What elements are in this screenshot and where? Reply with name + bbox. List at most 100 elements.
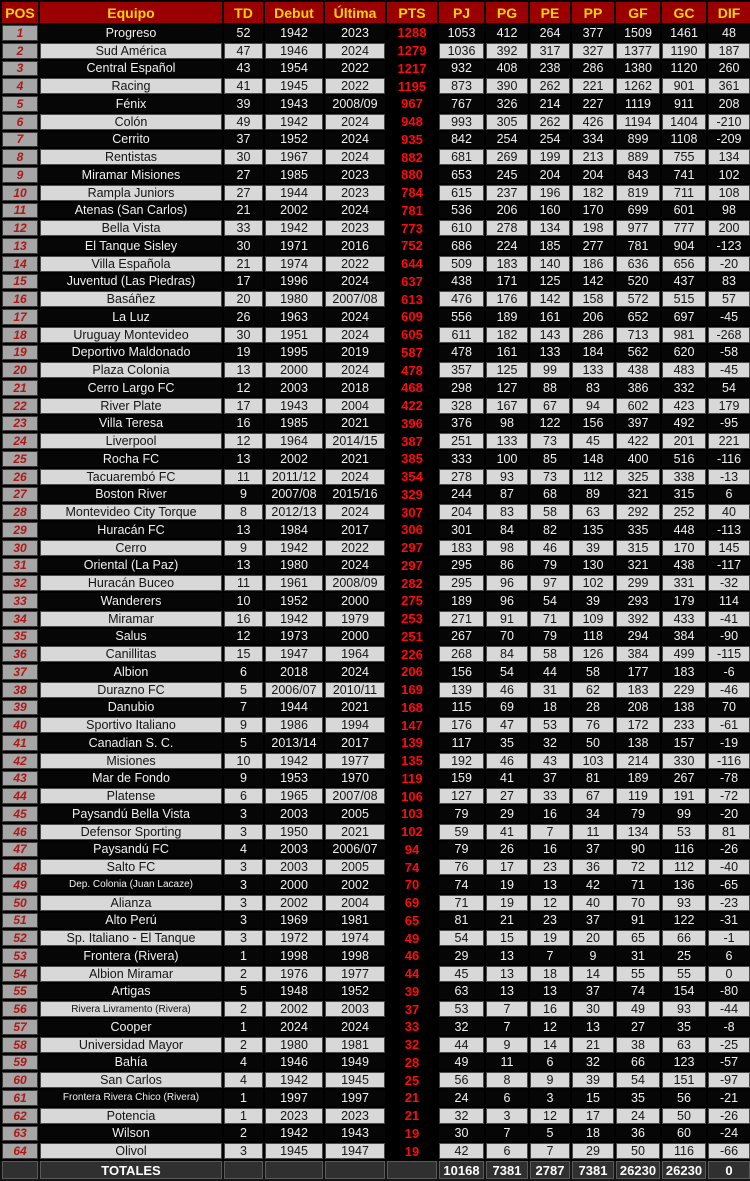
cell-gf: 134	[614, 821, 662, 842]
totals-cell-pp: 7381	[570, 1159, 616, 1181]
cell-debut: 1964	[263, 431, 325, 451]
cell-pp: 204	[570, 165, 616, 185]
cell-gc: 697	[660, 307, 708, 327]
cell-pp: 81	[570, 768, 616, 789]
cell-pe: 16	[528, 839, 572, 860]
cell-pg: 27	[484, 786, 530, 806]
cell-gf: 38	[614, 1034, 662, 1055]
cell-pos: 20	[0, 360, 40, 380]
cell-ultima: 2024	[323, 200, 387, 221]
cell-pp: 37	[570, 981, 616, 1002]
cell-gc: 60	[660, 1123, 708, 1144]
cell-pe: 58	[528, 644, 572, 664]
cell-pos: 8	[0, 147, 40, 167]
cell-pos: 15	[0, 271, 40, 292]
cell-pts: 119	[385, 768, 439, 789]
cell-pp: 67	[570, 786, 616, 806]
cell-pos: 52	[0, 928, 40, 948]
cell-pg: 21	[484, 910, 530, 931]
cell-pg: 8	[484, 1070, 530, 1090]
cell-ultima: 2022	[323, 537, 387, 558]
cell-pts: 1195	[385, 76, 439, 96]
cell-gc: 492	[660, 413, 708, 434]
cell-gf: 79	[614, 804, 662, 824]
cell-td: 12	[222, 626, 265, 647]
cell-debut: 1948	[263, 981, 325, 1002]
cell-pe: 7	[528, 1141, 572, 1161]
cell-dif: -20	[706, 253, 750, 274]
cell-pj: 32	[437, 1017, 486, 1037]
cell-dif: 102	[706, 165, 750, 185]
cell-gc: 116	[660, 839, 708, 860]
cell-pe: 12	[528, 1105, 572, 1126]
cell-td: 30	[222, 324, 265, 345]
cell-pj: 76	[437, 857, 486, 877]
cell-td: 12	[222, 378, 265, 398]
cell-pos: 36	[0, 644, 40, 664]
cell-debut: 1942	[263, 537, 325, 558]
cell-pg: 182	[484, 324, 530, 345]
cell-pos: 62	[0, 1105, 40, 1126]
table-row: 35 Salus 12 1973 2000 251 267 70 79 118 294 384 -90	[0, 626, 750, 647]
cell-td: 30	[222, 236, 265, 256]
cell-gf: 899	[614, 129, 662, 150]
cell-pe: 185	[528, 236, 572, 256]
cell-gf: 562	[614, 342, 662, 363]
cell-ultima: 2023	[323, 23, 387, 43]
cell-pp: 135	[570, 520, 616, 540]
cell-ultima: 1994	[323, 715, 387, 735]
cell-pts: 468	[385, 378, 439, 398]
cell-pe: 79	[528, 555, 572, 576]
cell-pos: 38	[0, 679, 40, 700]
table-row: 25 Rocha FC 13 2002 2021 385 333 100 85 148 400 516…	[0, 449, 750, 469]
cell-pts: 275	[385, 591, 439, 611]
table-row: 20 Plaza Colonia 13 2000 2024 478 357 125 99 133 4…	[0, 360, 750, 380]
table-row: 23 Villa Teresa 16 1985 2021 396 376 98 122 156 39…	[0, 413, 750, 434]
cell-equipo: Albion Miramar	[38, 963, 224, 984]
cell-pg: 13	[484, 946, 530, 966]
cell-pg: 7	[484, 1017, 530, 1037]
cell-pts: 752	[385, 236, 439, 256]
cell-pj: 686	[437, 236, 486, 256]
cell-equipo: Rampla Juniors	[38, 182, 224, 203]
cell-pg: 189	[484, 307, 530, 327]
cell-pg: 26	[484, 839, 530, 860]
cell-pp: 63	[570, 502, 616, 522]
cell-pts: 135	[385, 750, 439, 771]
cell-pts: 385	[385, 449, 439, 469]
cell-equipo: Artigas	[38, 981, 224, 1002]
cell-dif: 179	[706, 395, 750, 416]
cell-equipo: Cerro Largo FC	[38, 378, 224, 398]
cell-pp: 126	[570, 644, 616, 664]
cell-equipo: Boston River	[38, 484, 224, 505]
cell-dif: -66	[706, 1141, 750, 1161]
cell-pos: 50	[0, 892, 40, 913]
cell-td: 19	[222, 342, 265, 363]
cell-pj: 29	[437, 946, 486, 966]
cell-dif: -117	[706, 555, 750, 576]
cell-pe: 46	[528, 537, 572, 558]
cell-pe: 85	[528, 449, 572, 469]
cell-debut: 2003	[263, 839, 325, 860]
cell-pts: 781	[385, 200, 439, 221]
cell-td: 16	[222, 413, 265, 434]
cell-dif: 40	[706, 502, 750, 522]
cell-gf: 208	[614, 697, 662, 718]
table-row: 27 Boston River 9 2007/08 2015/16 329 244 87 68 8…	[0, 484, 750, 505]
cell-pe: 204	[528, 165, 572, 185]
cell-gc: 330	[660, 750, 708, 771]
cell-td: 13	[222, 555, 265, 576]
cell-dif: -41	[706, 608, 750, 629]
cell-debut: 1972	[263, 928, 325, 948]
cell-pj: 278	[437, 466, 486, 487]
cell-equipo: Oriental (La Paz)	[38, 555, 224, 576]
cell-debut: 1980	[263, 1034, 325, 1055]
cell-equipo: Colón	[38, 111, 224, 132]
cell-pts: 948	[385, 111, 439, 132]
cell-pos: 10	[0, 182, 40, 203]
cell-pj: 681	[437, 147, 486, 167]
cell-pts: 422	[385, 395, 439, 416]
table-row: 36 Canillitas 15 1947 1964 226 268 84 58 126 384 49…	[0, 644, 750, 664]
cell-pg: 390	[484, 76, 530, 96]
